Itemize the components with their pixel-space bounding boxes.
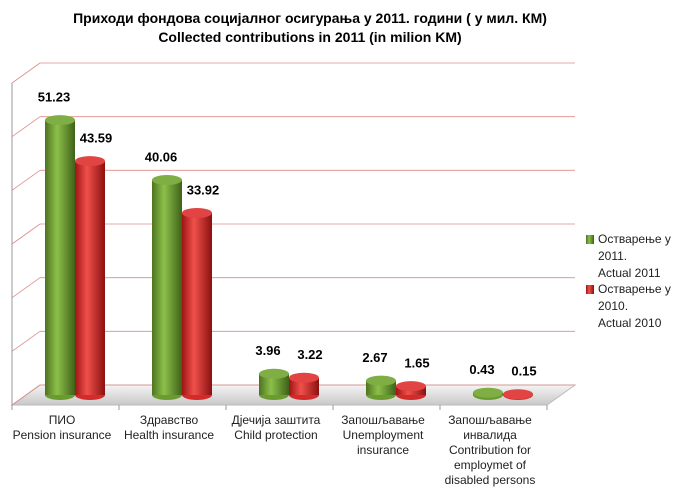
x-tick-label: Дјечија заштита Child protection xyxy=(231,413,321,442)
legend-label: Остварење у 2010. Actual 2010 xyxy=(598,282,671,330)
value-label: 1.65 xyxy=(404,356,429,371)
x-tick-label: Здравство Health insurance xyxy=(123,413,215,442)
bar-top xyxy=(289,372,319,383)
value-label: 0.43 xyxy=(469,362,494,377)
x-tick-label: Запошљавање инвалида Contribution for em… xyxy=(444,413,536,487)
bar-top xyxy=(503,389,533,400)
bar xyxy=(75,161,105,395)
value-label: 43.59 xyxy=(80,131,113,146)
chart-subtitle: Collected contributions in 2011 (in mili… xyxy=(158,29,462,45)
grid-line-side xyxy=(11,384,41,406)
bar xyxy=(259,373,289,395)
bar-top xyxy=(45,115,75,126)
chart-title: Приходи фондова социјалног осигурања у 2… xyxy=(73,10,547,26)
bar-top xyxy=(75,156,105,167)
bar xyxy=(45,120,75,395)
legend-label: Остварење у 2011. Actual 2011 xyxy=(598,232,671,280)
x-tick-label: Запошљавање Unemployment insurance xyxy=(341,413,425,457)
grid-line-side xyxy=(11,116,41,137)
grid-line-side xyxy=(11,331,41,352)
x-tick-label: ПИО Pension insurance xyxy=(12,413,112,442)
bar-top xyxy=(396,381,426,392)
grid-line-side xyxy=(11,62,41,84)
bar-top xyxy=(473,387,503,398)
value-label: 0.15 xyxy=(511,364,536,379)
value-label: 33.92 xyxy=(187,182,220,197)
legend-swatch xyxy=(586,285,594,294)
value-label: 3.22 xyxy=(297,347,322,362)
bar-top xyxy=(259,368,289,379)
grid-line-side xyxy=(11,170,41,191)
legend-swatch xyxy=(586,235,594,244)
value-label: 3.96 xyxy=(255,343,280,358)
bar-top xyxy=(366,375,396,386)
bar xyxy=(152,180,182,395)
value-label: 40.06 xyxy=(145,149,178,164)
value-label: 51.23 xyxy=(38,90,71,105)
bar-top xyxy=(182,207,212,218)
bar-top xyxy=(152,175,182,186)
value-label: 2.67 xyxy=(362,350,387,365)
grid-line-side xyxy=(11,277,41,298)
grid-line-side xyxy=(11,223,41,245)
bar xyxy=(182,212,212,395)
